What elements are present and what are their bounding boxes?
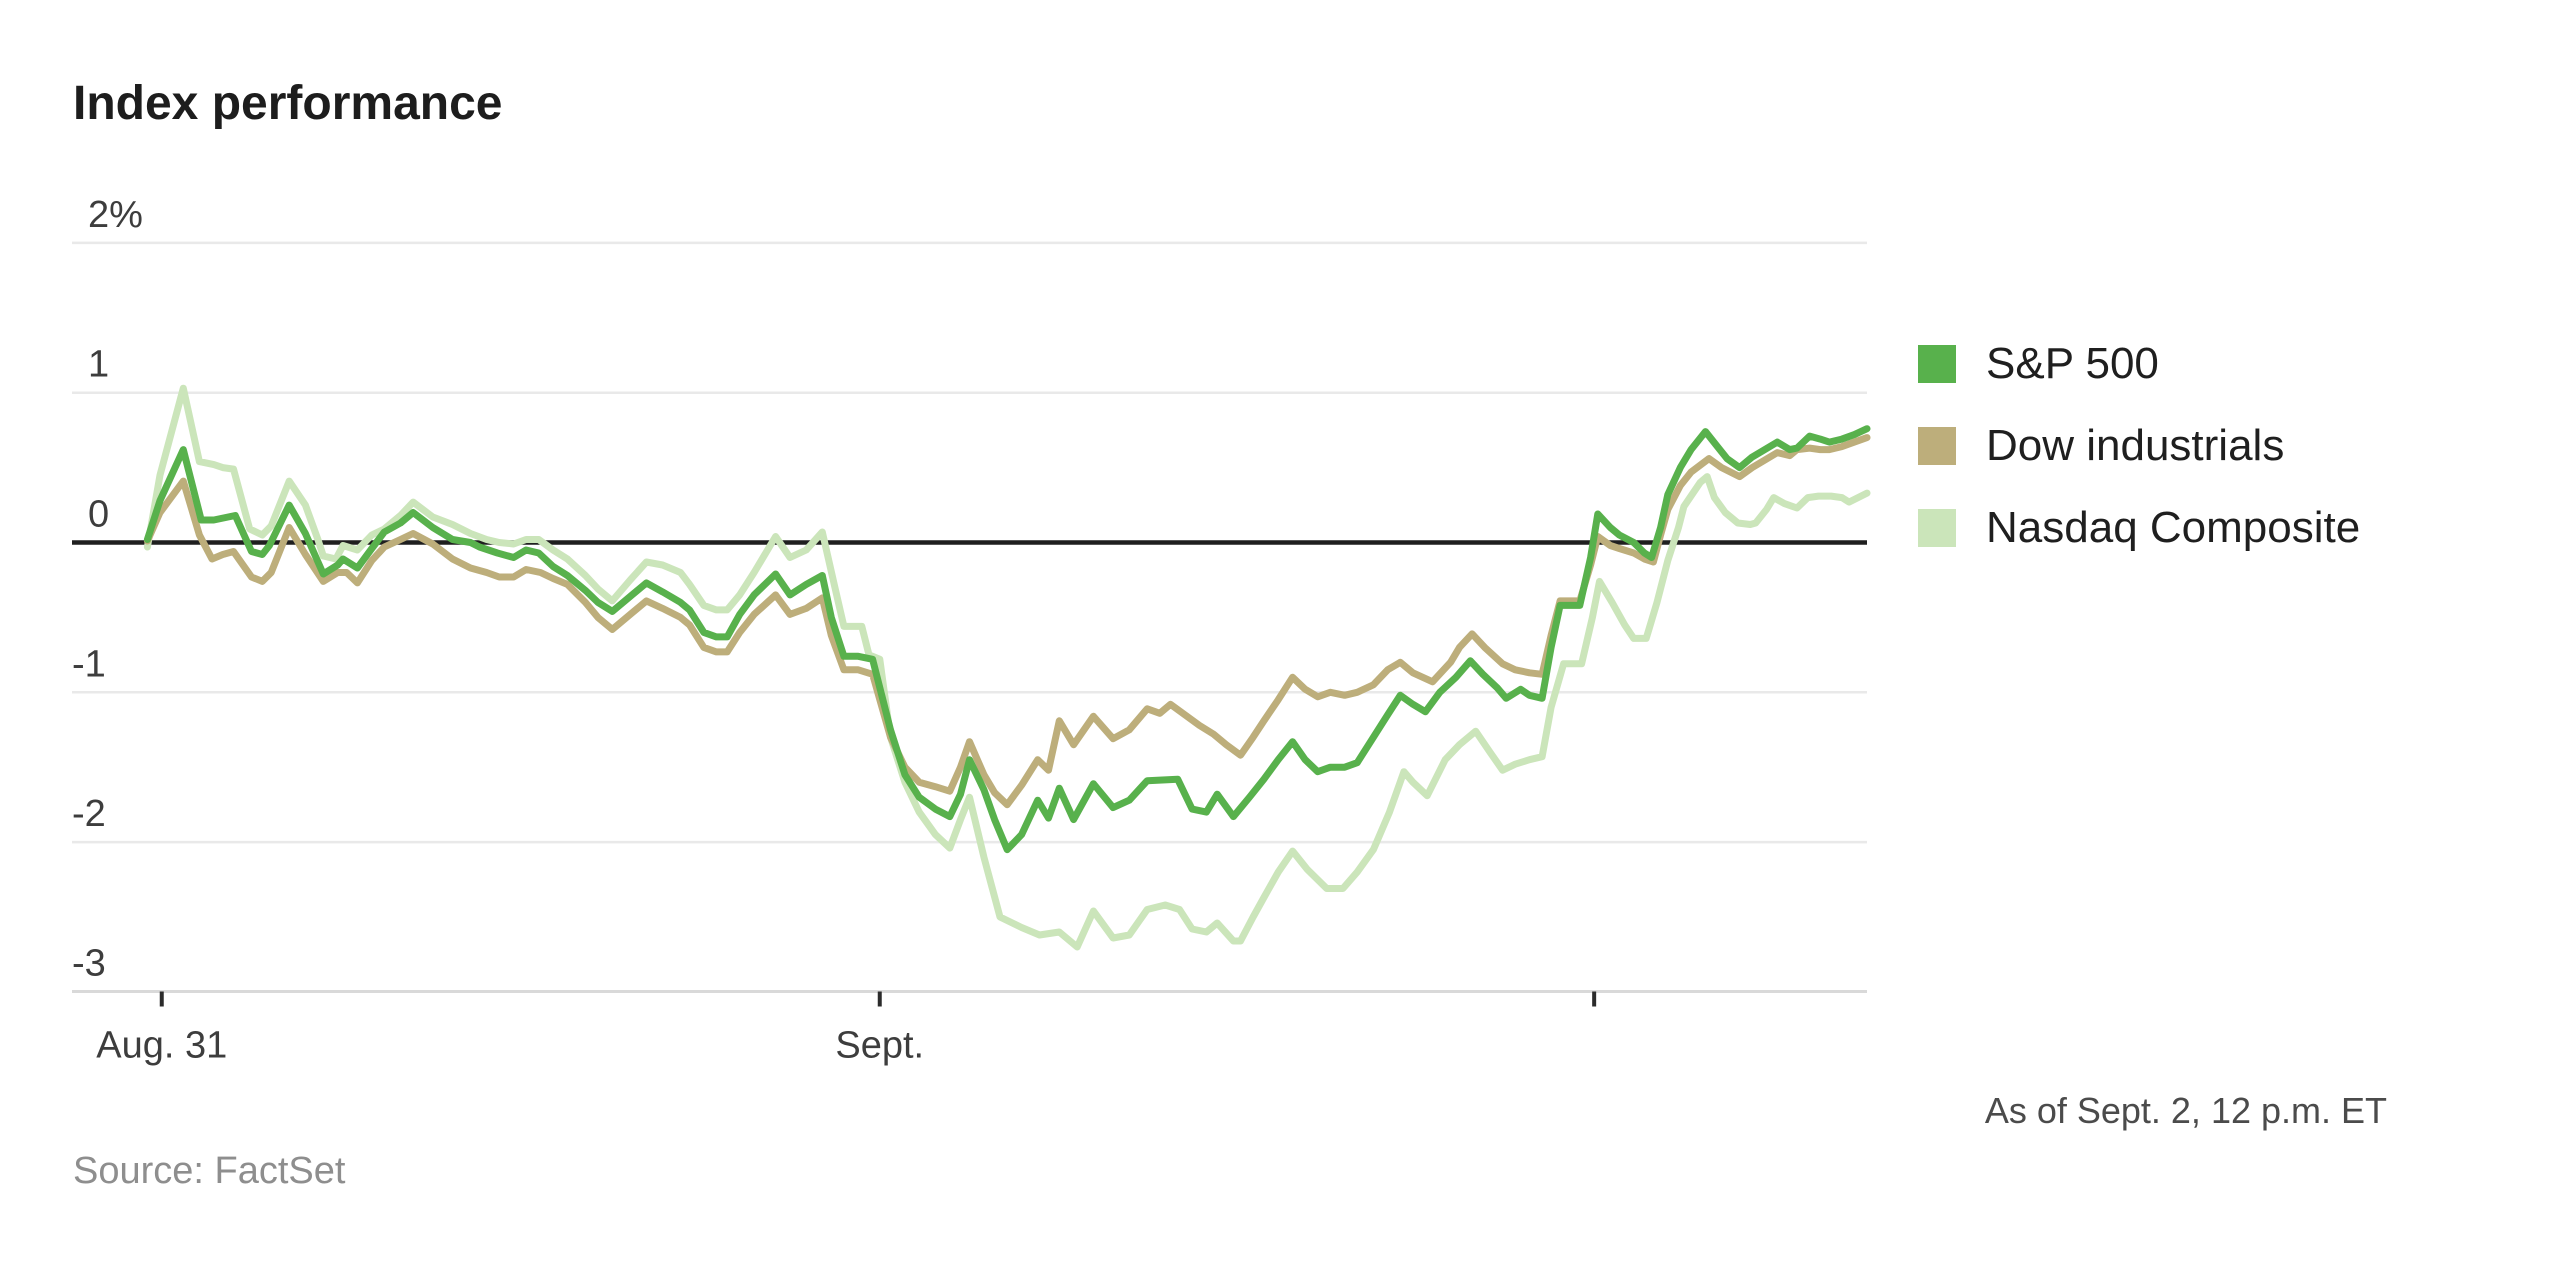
legend-label-dow-industrials: Dow industrials xyxy=(1986,421,2285,470)
y-axis-label: 2% xyxy=(88,194,143,236)
y-axis-label: 0 xyxy=(88,494,109,536)
source-note: Source: FactSet xyxy=(73,1150,346,1192)
y-axis-label: 1 xyxy=(88,344,109,386)
legend-item-sp500: S&P 500 xyxy=(1918,342,2360,386)
x-axis-label: Aug. 31 xyxy=(96,1025,227,1067)
legend-item-dow-industrials: Dow industrials xyxy=(1918,424,2360,468)
legend-item-nasdaq-composite: Nasdaq Composite xyxy=(1918,506,2360,550)
series-line-s-p-500 xyxy=(143,425,1871,854)
legend-label-nasdaq-composite: Nasdaq Composite xyxy=(1986,503,2361,552)
x-axis-label: Sept. xyxy=(835,1025,924,1067)
y-axis-label: -3 xyxy=(72,943,106,985)
legend-swatch-nasdaq-composite xyxy=(1918,509,1956,547)
y-axis-label: -1 xyxy=(72,643,106,685)
legend-label-sp500: S&P 500 xyxy=(1986,339,2159,388)
legend-swatch-sp500 xyxy=(1918,345,1956,383)
series-line-dow-industrials xyxy=(143,434,1871,809)
legend: S&P 500 Dow industrials Nasdaq Composite xyxy=(1918,342,2360,588)
as-of-note: As of Sept. 2, 12 p.m. ET xyxy=(1984,1090,2387,1131)
legend-swatch-dow-industrials xyxy=(1918,427,1956,465)
y-axis-label: -2 xyxy=(72,793,106,835)
page-title: Index performance xyxy=(73,77,503,130)
series-line-nasdaq-composite xyxy=(143,384,1871,951)
